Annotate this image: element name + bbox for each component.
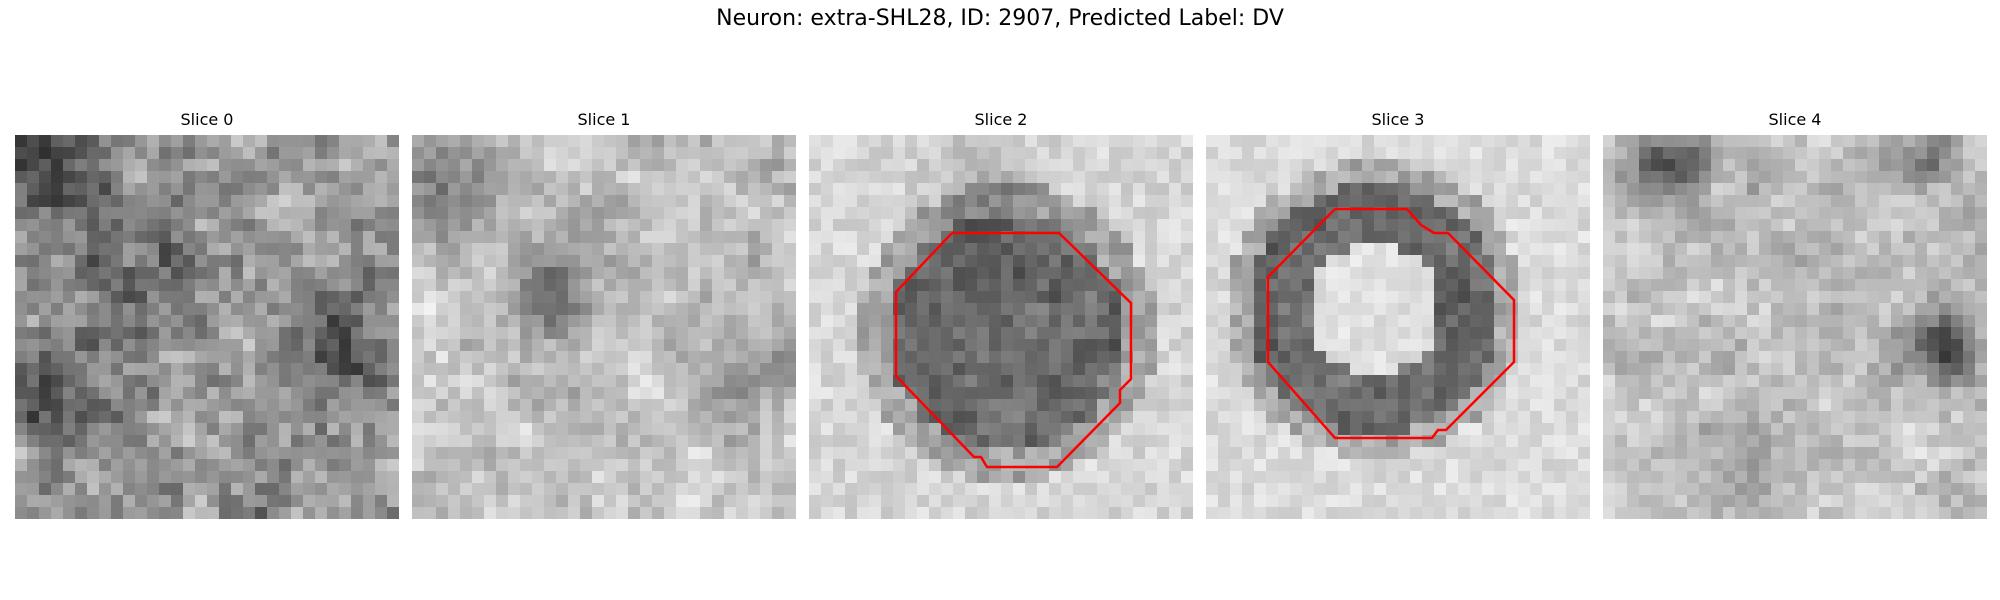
cell-contour (809, 135, 1193, 519)
slice-image (1603, 135, 1987, 519)
slice-title: Slice 3 (1206, 108, 1590, 132)
slice-panel-2: Slice 2 (809, 108, 1193, 519)
figure-title: Neuron: extra-SHL28, ID: 2907, Predicted… (0, 6, 2000, 31)
slice-title: Slice 1 (412, 108, 796, 132)
contour-line (1268, 209, 1514, 438)
slice-panel-3: Slice 3 (1206, 108, 1590, 519)
slice-title: Slice 0 (15, 108, 399, 132)
cell-contour (1206, 135, 1590, 519)
contour-line (896, 233, 1131, 467)
slice-panel-1: Slice 1 (412, 108, 796, 519)
slice-image (15, 135, 399, 519)
slice-title: Slice 4 (1603, 108, 1987, 132)
slice-panel-4: Slice 4 (1603, 108, 1987, 519)
slice-title: Slice 2 (809, 108, 1193, 132)
slice-panel-0: Slice 0 (15, 108, 399, 519)
slice-image (412, 135, 796, 519)
